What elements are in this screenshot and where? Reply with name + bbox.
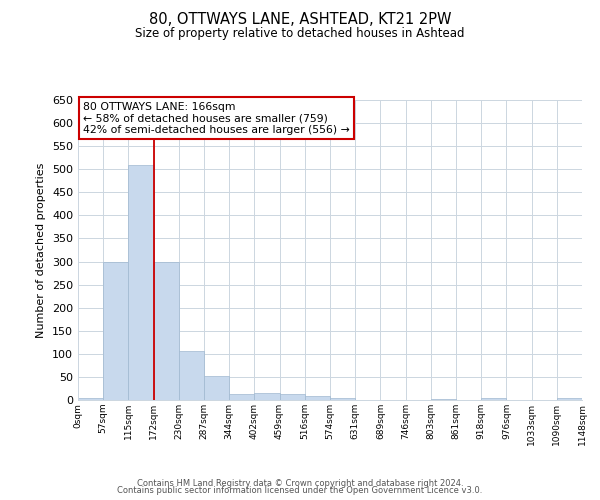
Bar xyxy=(280,394,305,400)
Bar xyxy=(431,398,456,400)
Y-axis label: Number of detached properties: Number of detached properties xyxy=(37,162,46,338)
Bar xyxy=(305,396,330,400)
Bar xyxy=(481,398,506,400)
Bar xyxy=(78,398,103,400)
Bar xyxy=(179,350,204,400)
Text: 80 OTTWAYS LANE: 166sqm
← 58% of detached houses are smaller (759)
42% of semi-d: 80 OTTWAYS LANE: 166sqm ← 58% of detache… xyxy=(83,102,350,134)
Bar xyxy=(557,398,582,400)
Bar xyxy=(204,376,229,400)
Text: Size of property relative to detached houses in Ashtead: Size of property relative to detached ho… xyxy=(135,28,465,40)
Bar xyxy=(128,164,154,400)
Text: 80, OTTWAYS LANE, ASHTEAD, KT21 2PW: 80, OTTWAYS LANE, ASHTEAD, KT21 2PW xyxy=(149,12,451,28)
Bar xyxy=(103,262,128,400)
Bar xyxy=(229,394,254,400)
Bar xyxy=(330,398,355,400)
Bar xyxy=(254,393,280,400)
Bar xyxy=(154,262,179,400)
Text: Contains public sector information licensed under the Open Government Licence v3: Contains public sector information licen… xyxy=(118,486,482,495)
Text: Contains HM Land Registry data © Crown copyright and database right 2024.: Contains HM Land Registry data © Crown c… xyxy=(137,478,463,488)
